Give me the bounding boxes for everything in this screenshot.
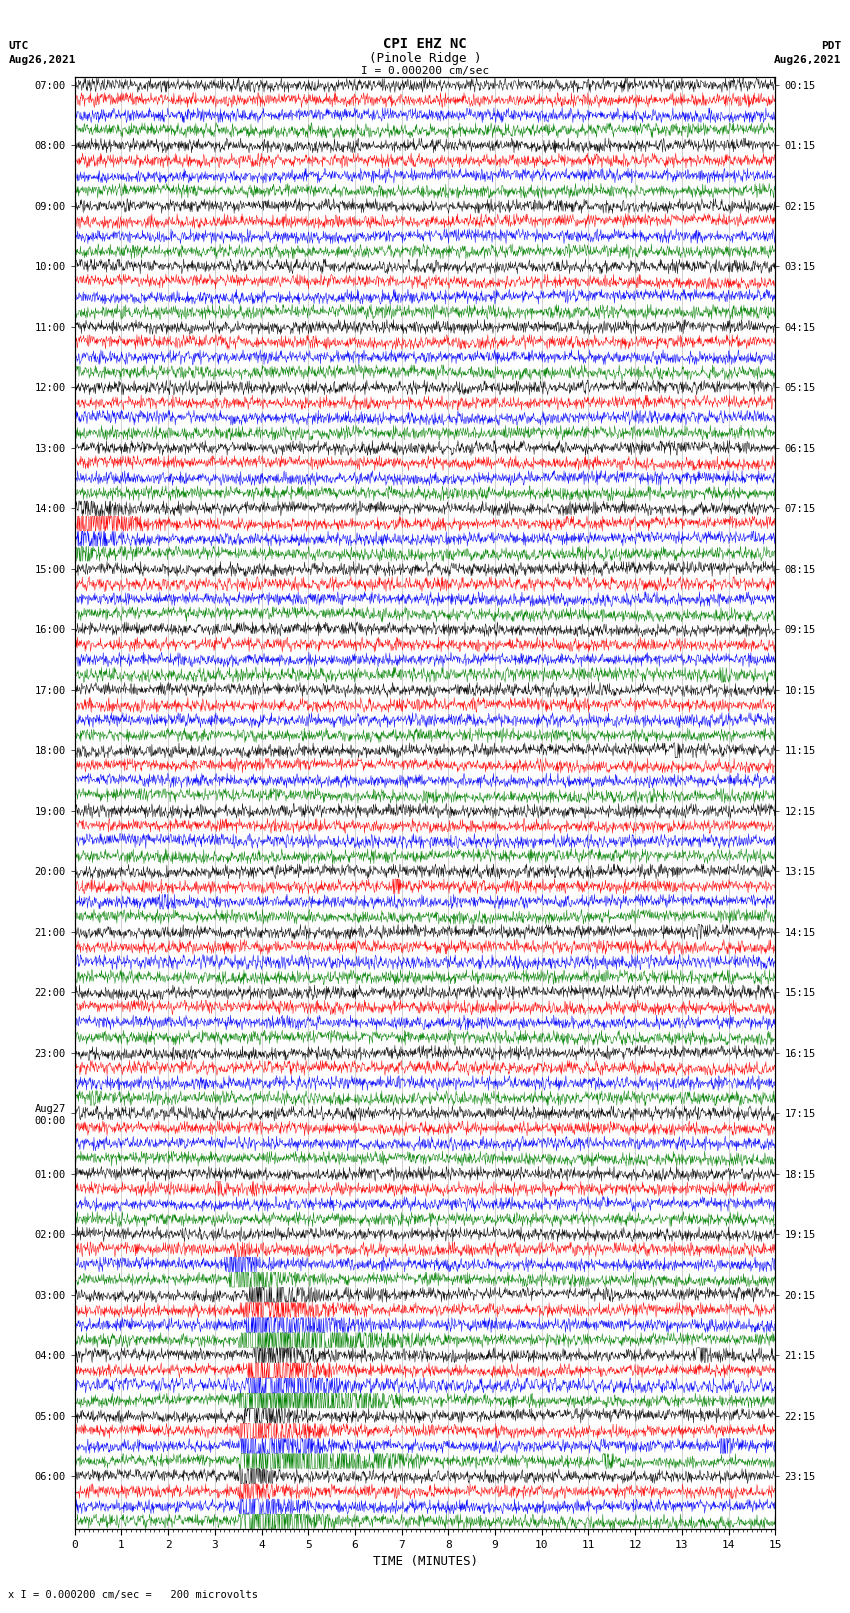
Text: x I = 0.000200 cm/sec =   200 microvolts: x I = 0.000200 cm/sec = 200 microvolts — [8, 1590, 258, 1600]
Text: CPI EHZ NC: CPI EHZ NC — [383, 37, 467, 50]
Text: Aug26,2021: Aug26,2021 — [8, 55, 76, 65]
X-axis label: TIME (MINUTES): TIME (MINUTES) — [372, 1555, 478, 1568]
Text: Aug26,2021: Aug26,2021 — [774, 55, 842, 65]
Text: (Pinole Ridge ): (Pinole Ridge ) — [369, 52, 481, 65]
Text: I = 0.000200 cm/sec: I = 0.000200 cm/sec — [361, 66, 489, 76]
Text: UTC: UTC — [8, 40, 29, 50]
Text: PDT: PDT — [821, 40, 842, 50]
